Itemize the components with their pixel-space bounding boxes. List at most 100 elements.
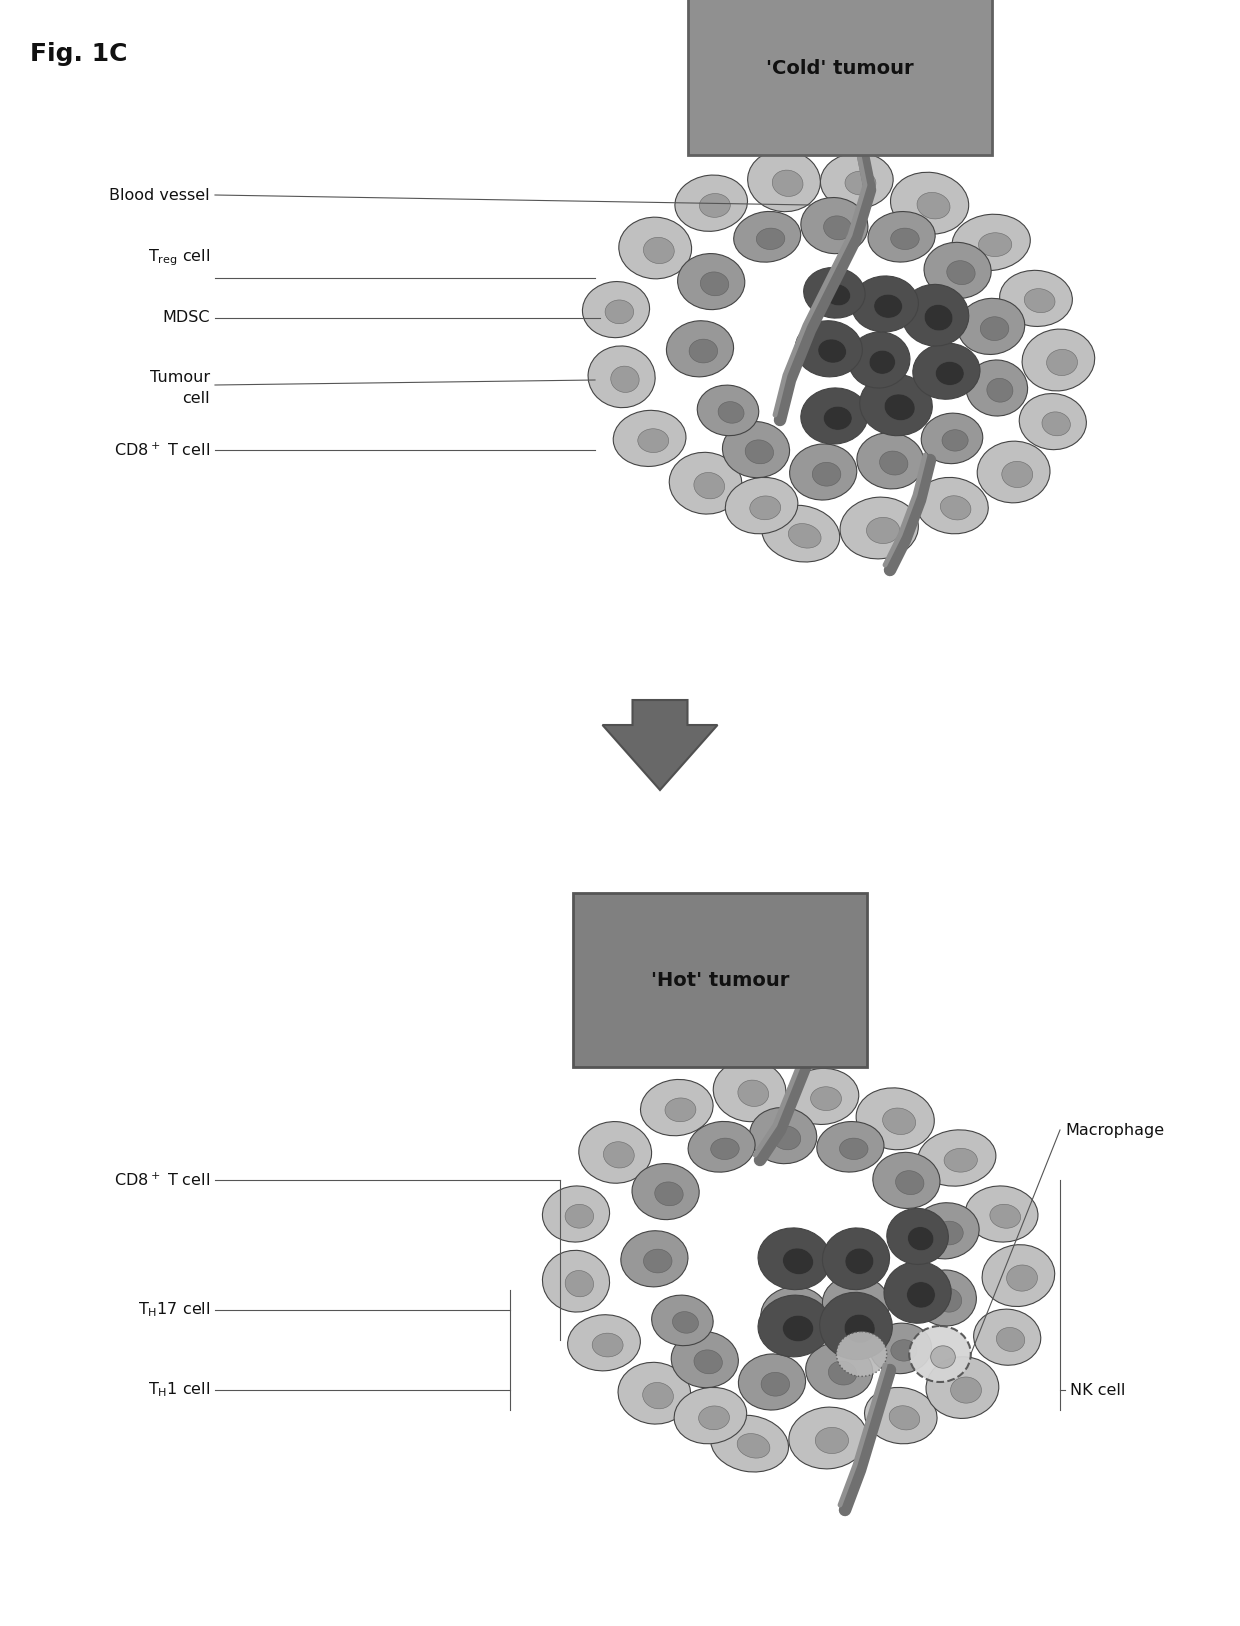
Ellipse shape bbox=[890, 228, 919, 249]
Text: CD8$^+$ T cell: CD8$^+$ T cell bbox=[114, 441, 210, 459]
Ellipse shape bbox=[820, 1293, 893, 1359]
Text: CD8$^+$ T cell: CD8$^+$ T cell bbox=[114, 1171, 210, 1189]
Ellipse shape bbox=[867, 517, 900, 543]
Ellipse shape bbox=[952, 215, 1030, 270]
Ellipse shape bbox=[848, 332, 910, 389]
Ellipse shape bbox=[846, 1249, 874, 1275]
Ellipse shape bbox=[837, 1332, 887, 1376]
Ellipse shape bbox=[977, 441, 1050, 502]
Ellipse shape bbox=[711, 1138, 739, 1159]
Ellipse shape bbox=[568, 1315, 640, 1371]
Ellipse shape bbox=[614, 410, 686, 467]
Ellipse shape bbox=[859, 374, 932, 436]
Ellipse shape bbox=[758, 1296, 831, 1356]
Ellipse shape bbox=[637, 429, 668, 452]
Ellipse shape bbox=[644, 237, 675, 263]
Ellipse shape bbox=[699, 193, 730, 218]
Ellipse shape bbox=[737, 1434, 770, 1459]
Ellipse shape bbox=[997, 1327, 1024, 1351]
Ellipse shape bbox=[889, 1406, 920, 1429]
Ellipse shape bbox=[542, 1250, 610, 1312]
Ellipse shape bbox=[811, 1086, 842, 1111]
Text: T$_{\sf H}$17 cell: T$_{\sf H}$17 cell bbox=[138, 1301, 210, 1319]
Ellipse shape bbox=[738, 1080, 769, 1106]
Ellipse shape bbox=[670, 452, 742, 514]
Ellipse shape bbox=[611, 366, 639, 392]
Ellipse shape bbox=[844, 1314, 875, 1343]
Ellipse shape bbox=[915, 1270, 976, 1327]
Text: 'Hot' tumour: 'Hot' tumour bbox=[651, 971, 789, 990]
Ellipse shape bbox=[675, 1387, 746, 1444]
Ellipse shape bbox=[884, 1262, 951, 1324]
Ellipse shape bbox=[782, 1249, 813, 1275]
Ellipse shape bbox=[694, 1350, 723, 1374]
Ellipse shape bbox=[756, 228, 785, 249]
Ellipse shape bbox=[940, 496, 971, 520]
Ellipse shape bbox=[935, 1221, 963, 1246]
Ellipse shape bbox=[593, 1333, 624, 1358]
Ellipse shape bbox=[583, 281, 650, 338]
Ellipse shape bbox=[883, 1107, 915, 1135]
Ellipse shape bbox=[723, 421, 790, 478]
Ellipse shape bbox=[936, 1288, 962, 1312]
Ellipse shape bbox=[913, 343, 980, 400]
Ellipse shape bbox=[672, 1312, 698, 1333]
Text: Macrophage: Macrophage bbox=[1065, 1122, 1164, 1138]
Text: MDSC: MDSC bbox=[162, 311, 210, 325]
Ellipse shape bbox=[789, 524, 821, 548]
Ellipse shape bbox=[822, 1228, 889, 1289]
Ellipse shape bbox=[1007, 1265, 1038, 1291]
Ellipse shape bbox=[822, 1275, 889, 1332]
Ellipse shape bbox=[605, 299, 634, 324]
Ellipse shape bbox=[694, 473, 724, 499]
Ellipse shape bbox=[642, 1382, 673, 1408]
Ellipse shape bbox=[874, 294, 903, 319]
Ellipse shape bbox=[909, 1325, 971, 1382]
Text: T$_{\sf reg}$ cell: T$_{\sf reg}$ cell bbox=[148, 247, 210, 268]
Ellipse shape bbox=[918, 192, 950, 220]
Ellipse shape bbox=[817, 1122, 884, 1172]
Ellipse shape bbox=[701, 272, 729, 296]
Ellipse shape bbox=[908, 1226, 934, 1250]
Ellipse shape bbox=[944, 1148, 977, 1172]
Ellipse shape bbox=[906, 1281, 935, 1307]
Ellipse shape bbox=[921, 413, 983, 463]
Ellipse shape bbox=[942, 429, 968, 450]
Ellipse shape bbox=[641, 1080, 713, 1135]
Ellipse shape bbox=[761, 506, 839, 563]
Ellipse shape bbox=[815, 1428, 848, 1454]
Ellipse shape bbox=[873, 1153, 940, 1208]
Ellipse shape bbox=[978, 233, 1012, 257]
Ellipse shape bbox=[818, 340, 847, 363]
Ellipse shape bbox=[761, 1372, 790, 1397]
Ellipse shape bbox=[1024, 289, 1055, 312]
Ellipse shape bbox=[924, 242, 991, 299]
Ellipse shape bbox=[1019, 393, 1086, 450]
Ellipse shape bbox=[965, 1185, 1038, 1242]
Ellipse shape bbox=[784, 1306, 812, 1328]
Ellipse shape bbox=[981, 317, 1009, 340]
FancyArrow shape bbox=[603, 701, 718, 790]
Text: 'Cold' tumour: 'Cold' tumour bbox=[766, 59, 914, 78]
Ellipse shape bbox=[856, 1088, 934, 1150]
Ellipse shape bbox=[812, 462, 841, 486]
Ellipse shape bbox=[665, 1098, 696, 1122]
Ellipse shape bbox=[990, 1205, 1021, 1228]
Ellipse shape bbox=[1042, 411, 1070, 436]
Ellipse shape bbox=[851, 276, 919, 332]
Ellipse shape bbox=[588, 346, 655, 408]
Ellipse shape bbox=[947, 260, 975, 285]
Ellipse shape bbox=[745, 441, 774, 463]
Text: T$_{\sf H}$1 cell: T$_{\sf H}$1 cell bbox=[148, 1380, 210, 1400]
Ellipse shape bbox=[806, 1343, 873, 1398]
Ellipse shape bbox=[758, 1228, 831, 1289]
Ellipse shape bbox=[675, 176, 748, 231]
Ellipse shape bbox=[823, 216, 852, 239]
Ellipse shape bbox=[718, 402, 744, 423]
Ellipse shape bbox=[804, 268, 866, 319]
Ellipse shape bbox=[869, 350, 895, 374]
Ellipse shape bbox=[750, 496, 781, 520]
Ellipse shape bbox=[999, 270, 1073, 327]
Text: Tumour: Tumour bbox=[150, 371, 210, 385]
Ellipse shape bbox=[697, 385, 759, 436]
